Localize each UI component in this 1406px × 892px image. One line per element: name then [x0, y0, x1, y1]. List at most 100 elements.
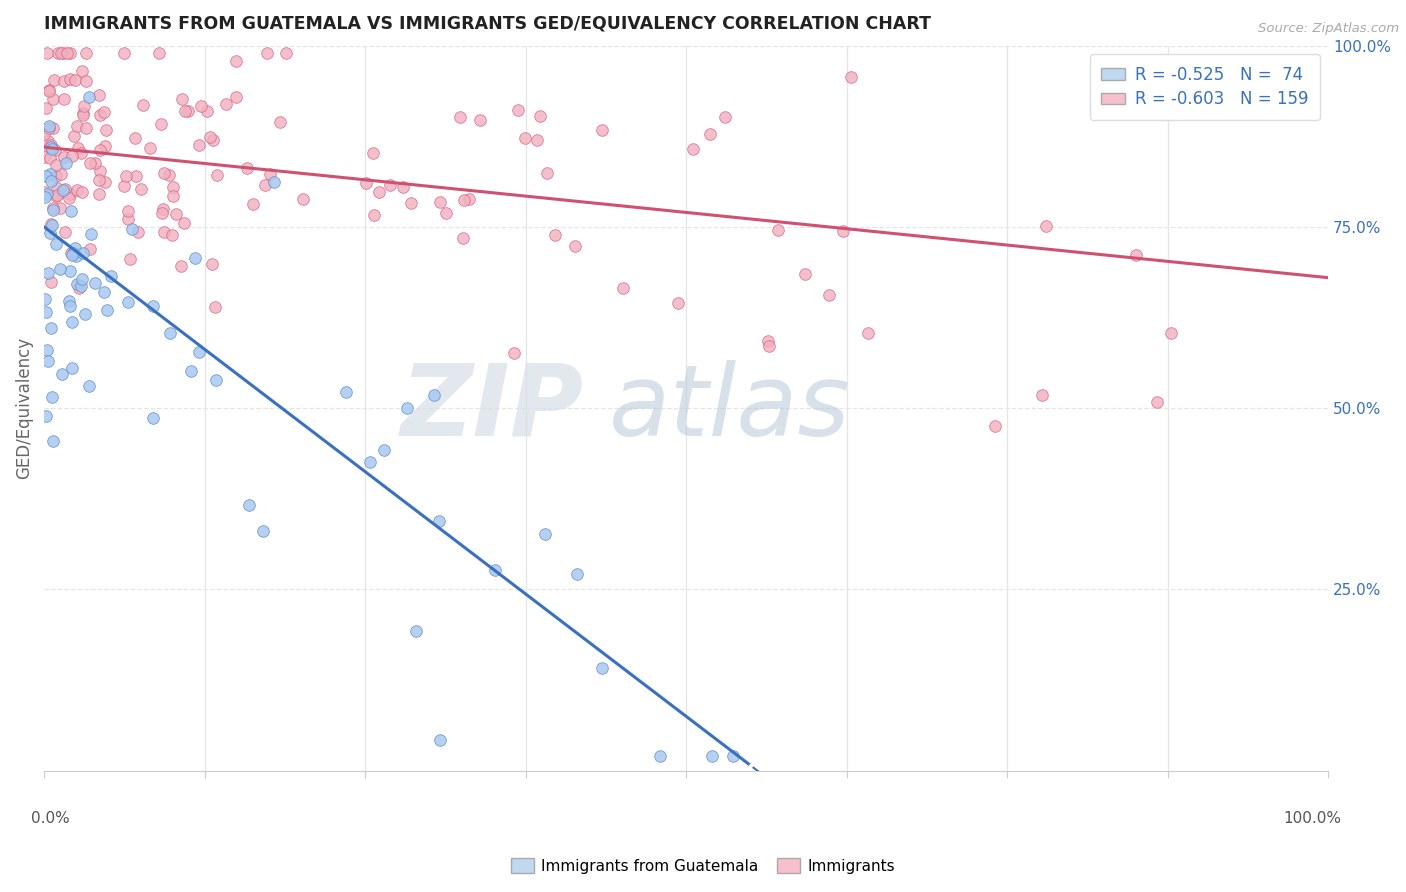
Point [201, 257, 224, 271]
Point [831, 224, 853, 238]
Point [32, 127, 55, 141]
Point [259, 167, 281, 181]
Point [59, 264, 82, 278]
Point [39, 321, 62, 335]
Point [80, 227, 103, 241]
Point [591, 123, 613, 137]
Point [55, 156, 77, 170]
Point [37, 266, 59, 280]
Point [699, 128, 721, 142]
Point [75, 74, 97, 88]
Point [48, 262, 70, 277]
Point [60, 248, 83, 262]
Point [45, 169, 67, 183]
Point [37, 186, 59, 201]
Point [361, 145, 384, 160]
Point [72, 106, 94, 120]
Point [363, 208, 385, 222]
Point [536, 166, 558, 180]
Point [170, 259, 193, 273]
Point [34, 185, 56, 199]
Point [34, 190, 56, 204]
Text: 100.0%: 100.0% [1284, 811, 1341, 826]
Point [470, 112, 492, 127]
Point [238, 498, 260, 512]
Point [58, 191, 80, 205]
Point [534, 527, 557, 541]
Point [152, 202, 174, 216]
Point [429, 733, 451, 747]
Point [180, 364, 202, 378]
Point [118, 252, 141, 266]
Point [405, 624, 427, 638]
Point [94, 138, 117, 153]
Point [252, 524, 274, 538]
Point [59, 300, 82, 314]
Point [373, 443, 395, 458]
Point [856, 326, 879, 340]
Point [395, 401, 418, 415]
Point [72, 272, 94, 286]
Point [53, 225, 76, 239]
Point [650, 749, 672, 764]
Point [41, 219, 63, 233]
Point [53, 92, 76, 106]
Point [335, 384, 357, 399]
Point [269, 115, 291, 129]
Point [235, 161, 257, 176]
Point [60, 149, 83, 163]
Point [142, 410, 165, 425]
Point [274, 45, 297, 60]
Point [75, 45, 97, 60]
Point [484, 563, 506, 577]
Point [51, 368, 73, 382]
Point [132, 98, 155, 112]
Point [263, 175, 285, 189]
Text: 0.0%: 0.0% [31, 811, 70, 826]
Point [204, 300, 226, 314]
Point [150, 206, 173, 220]
Point [453, 193, 475, 207]
Point [53, 182, 76, 196]
Point [89, 163, 111, 178]
Point [58, 294, 80, 309]
Point [162, 189, 184, 203]
Point [117, 204, 139, 219]
Point [60, 203, 83, 218]
Point [93, 175, 115, 189]
Point [41, 121, 63, 136]
Point [32, 150, 55, 164]
Point [242, 197, 264, 211]
Point [100, 269, 122, 284]
Y-axis label: GED/Equivalency: GED/Equivalency [15, 337, 32, 479]
Point [817, 287, 839, 301]
Point [49, 45, 72, 60]
Point [56, 45, 79, 60]
Point [125, 169, 148, 183]
Point [984, 419, 1007, 434]
Point [39, 226, 62, 240]
Point [59, 45, 82, 60]
Point [39, 151, 62, 165]
Point [46, 181, 69, 195]
Point [37, 354, 59, 368]
Point [117, 294, 139, 309]
Point [766, 222, 789, 236]
Point [48, 201, 70, 215]
Point [46, 45, 69, 60]
Point [567, 566, 589, 581]
Point [457, 193, 479, 207]
Point [59, 245, 82, 260]
Point [225, 54, 247, 68]
Point [359, 455, 381, 469]
Point [60, 361, 83, 376]
Point [112, 45, 135, 60]
Point [253, 178, 276, 192]
Point [94, 123, 117, 137]
Point [66, 141, 89, 155]
Point [529, 109, 551, 123]
Point [34, 293, 56, 307]
Point [451, 230, 474, 244]
Point [449, 110, 471, 124]
Point [70, 64, 93, 78]
